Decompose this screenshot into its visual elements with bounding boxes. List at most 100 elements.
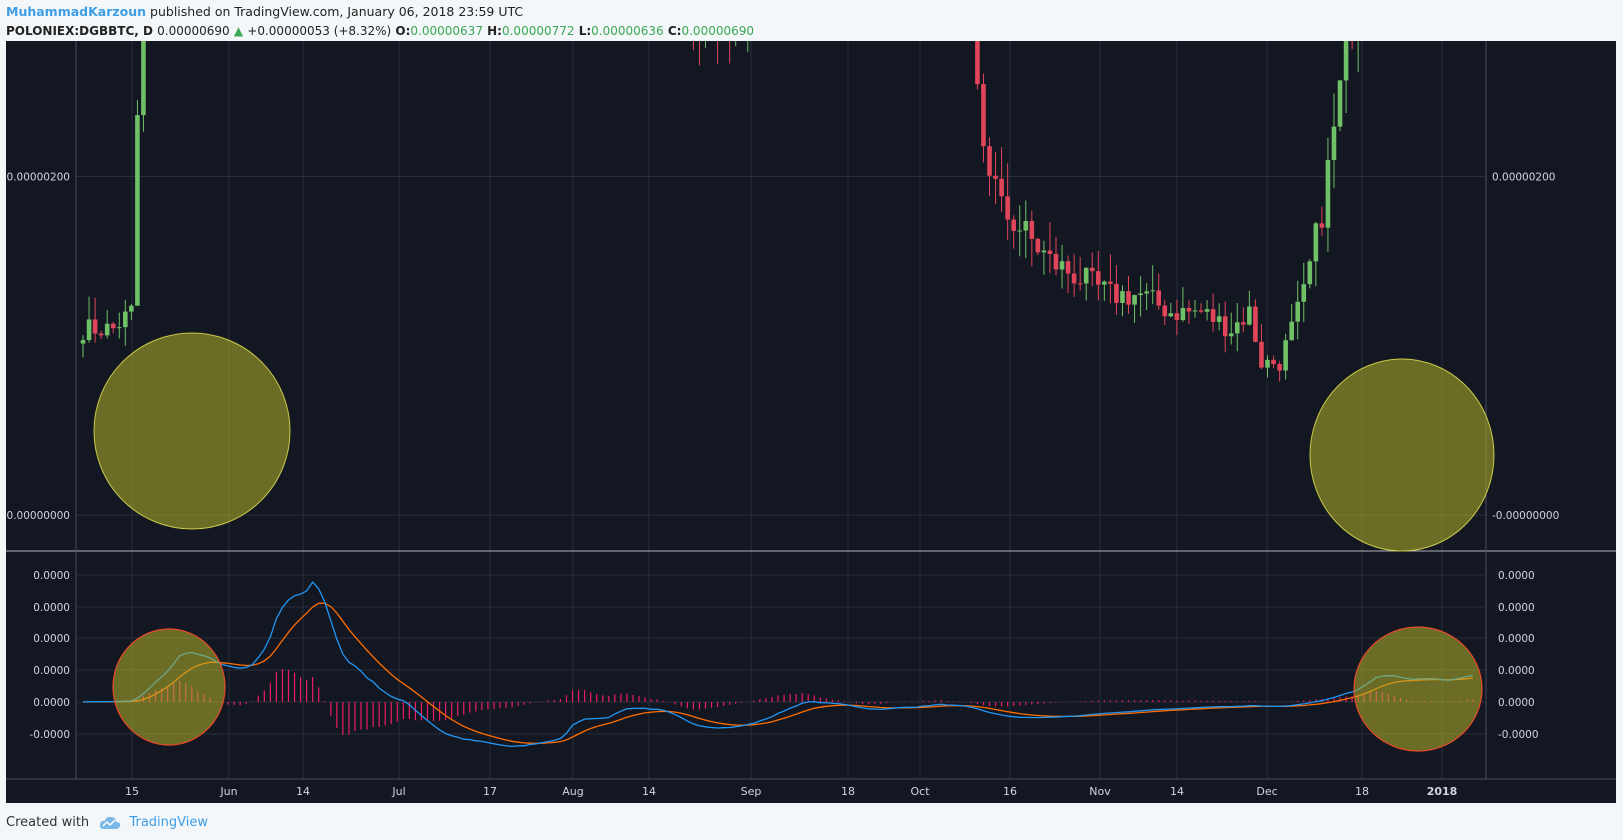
x-tick-label: 16 [1003, 785, 1017, 798]
candle-body [1144, 291, 1149, 294]
candle-body [981, 84, 986, 147]
candle-body [1156, 290, 1162, 306]
candle-body [1222, 316, 1228, 337]
author-link[interactable]: MuhammadKarzoun [6, 4, 147, 19]
candle-body [1283, 340, 1288, 371]
high-label: H: [487, 24, 502, 38]
candle-body [98, 333, 104, 336]
candle-body [1023, 220, 1029, 231]
candle-body [1313, 223, 1319, 262]
candle-body [110, 323, 116, 329]
candle-body [1337, 80, 1343, 127]
candle-body [1319, 223, 1325, 228]
macd-tick-label-right: -0.0000 [1498, 729, 1539, 741]
macd-tick-label-right: 0.0000 [1498, 633, 1535, 645]
candle-body [1295, 301, 1301, 322]
candle-body [1186, 307, 1192, 312]
macd-highlight-circle-right [1353, 626, 1483, 752]
candle-body [1210, 309, 1216, 322]
candle-body [1265, 359, 1270, 368]
candle-body [1277, 364, 1282, 371]
candle-body [80, 340, 86, 344]
x-tick-label: Dec [1256, 785, 1277, 798]
open-label: O: [395, 24, 411, 38]
candle-body [1259, 341, 1264, 368]
macd-tick-label-right: 0.0000 [1498, 697, 1535, 709]
candle-body [1047, 250, 1053, 254]
candle-body [1253, 306, 1258, 342]
candle-body [1192, 310, 1198, 312]
close-value: 0.00000690 [681, 24, 755, 38]
candle-body [1174, 313, 1180, 321]
x-tick-label: Aug [562, 785, 583, 798]
low-value: 0.00000636 [591, 24, 664, 38]
x-tick-label: Oct [910, 785, 930, 798]
candle-body [1035, 238, 1041, 253]
symbol-line: POLONIEX:DGBBTC, D 0.00000690 ▲ +0.00000… [6, 21, 754, 41]
price-change: +0.00000053 (+8.32%) [247, 24, 392, 38]
candle-body [1301, 284, 1307, 302]
macd-tick-label-left: 0.0000 [33, 633, 70, 645]
candle-body [116, 327, 122, 329]
candle-body [1138, 293, 1143, 296]
footer: Created with TradingView [6, 812, 208, 836]
published-text: published on TradingView.com, January 06… [150, 4, 524, 19]
candle-body [1071, 273, 1077, 284]
macd-tick-label-left: -0.0000 [29, 729, 70, 741]
macd-tick-label-left: 0.0000 [33, 570, 70, 582]
macd-tick-label-left: 0.0000 [33, 697, 70, 709]
candle-body [1065, 261, 1071, 274]
candle-body [123, 311, 128, 328]
highlight-circle-right [1309, 358, 1495, 552]
symbol-name: POLONIEX:DGBBTC, D [6, 24, 153, 38]
candle-body [1029, 220, 1035, 239]
candle-body [104, 323, 110, 336]
tradingview-link[interactable]: TradingView [129, 815, 208, 830]
candle-body [1247, 306, 1252, 325]
candle-body [1077, 283, 1083, 285]
candle-body [1343, 41, 1349, 81]
chart-canvas[interactable]: 15 Jun 14 Jul 17 Aug 14 Sep 18 Oct 16 Nov 14 Dec 18 201… [6, 41, 1616, 803]
macd-line [82, 580, 1474, 748]
candle-body [999, 178, 1004, 197]
macd-highlight-circle-left [112, 628, 226, 746]
candle-body [1053, 253, 1059, 270]
price-tick-label-left: 0.00000200 [7, 171, 70, 183]
candle-body [1095, 271, 1101, 285]
chart-header: MuhammadKarzoun published on TradingView… [6, 3, 754, 41]
macd-tick-label-right: 0.0000 [1498, 602, 1535, 614]
candle-body [1083, 267, 1089, 284]
candle-body [1120, 291, 1125, 303]
chart-area[interactable]: 15 Jun 14 Jul 17 Aug 14 Sep 18 Oct 16 Nov 14 Dec 18 201… [6, 41, 1616, 803]
candle-body [141, 41, 146, 116]
price-tick-label-right: 0.00000200 [1492, 171, 1555, 183]
candle-body [1168, 313, 1174, 317]
candle-body [1234, 322, 1240, 334]
candle-body [1089, 267, 1095, 272]
x-tick-label: 17 [483, 785, 497, 798]
macd-tick-label-right: 0.0000 [1498, 570, 1535, 582]
candle-body [1102, 281, 1107, 285]
x-tick-label: 14 [1170, 785, 1184, 798]
candle-body [1114, 283, 1119, 303]
candle-body [1331, 126, 1337, 160]
tradingview-cloud-icon [100, 816, 121, 829]
close-label: C: [667, 24, 682, 38]
x-tick-label: Jun [219, 785, 237, 798]
publish-line: MuhammadKarzoun published on TradingView… [6, 3, 754, 21]
high-value: 0.00000772 [501, 24, 575, 38]
macd-tick-label-right: 0.0000 [1498, 665, 1535, 677]
candle-body [92, 319, 98, 334]
candle-body [1150, 290, 1155, 292]
x-tick-label: 15 [125, 785, 139, 798]
candle-body [135, 115, 140, 306]
candle-body [1059, 261, 1065, 270]
candle-body [1162, 305, 1168, 317]
candle-body [1241, 322, 1246, 325]
x-tick-label: 14 [296, 785, 310, 798]
candle-body [86, 319, 92, 341]
candle-body [1307, 261, 1313, 285]
x-tick-label: Nov [1089, 785, 1111, 798]
candle-body [1005, 196, 1010, 220]
created-with-text: Created with [6, 815, 90, 830]
